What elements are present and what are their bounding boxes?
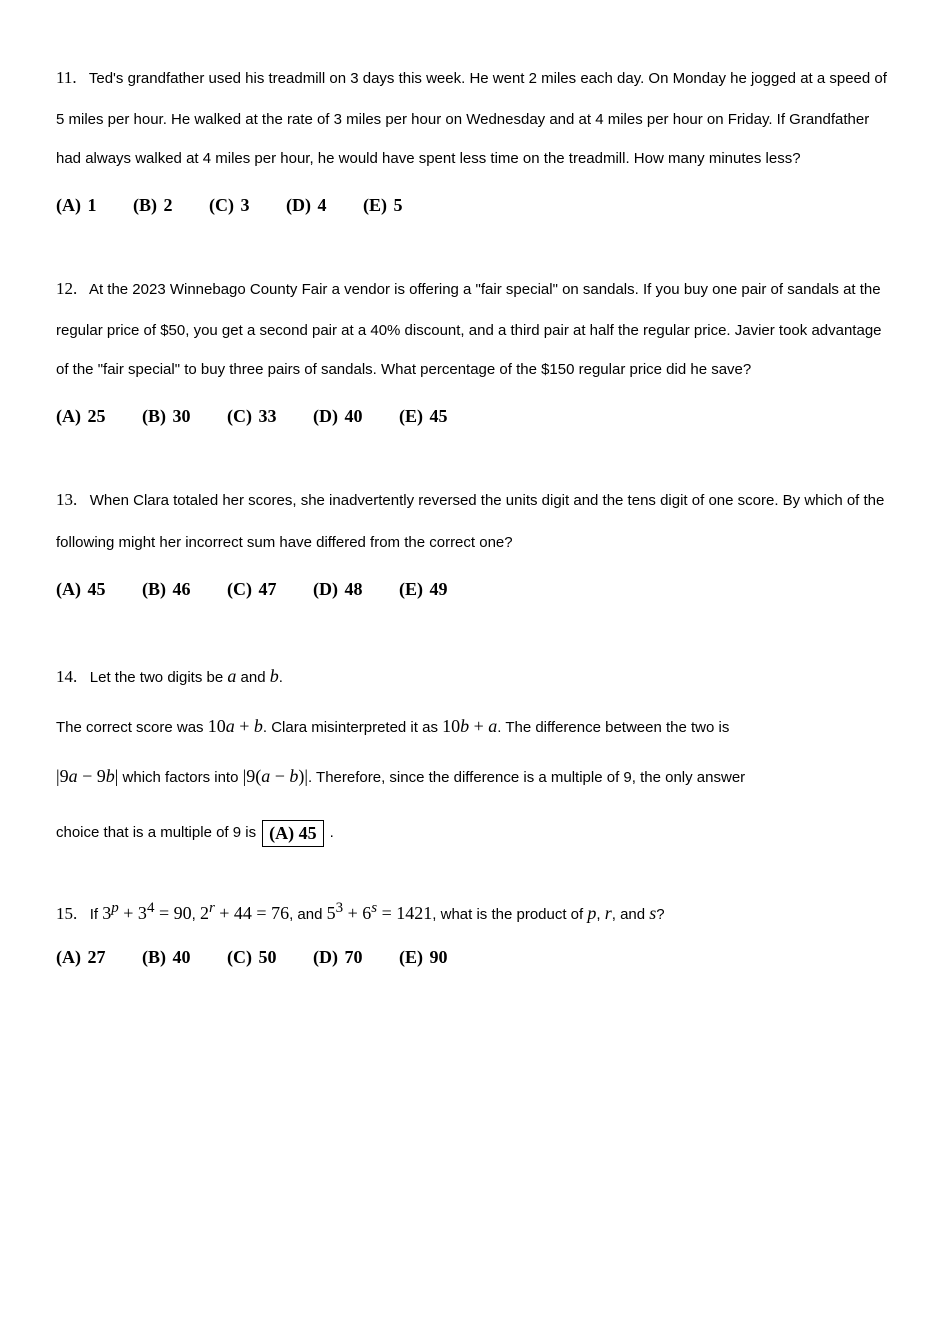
- q14-l2a: The correct score was: [56, 719, 208, 736]
- nbsp: [81, 492, 85, 509]
- question-13-body: 13. When Clara totaled her scores, she i…: [56, 478, 894, 561]
- var-b: b: [270, 666, 279, 686]
- q15-t12: ?: [656, 906, 664, 923]
- q14-l3a: which factors into: [118, 769, 242, 786]
- choice-d: (D) 40: [313, 406, 363, 426]
- q14-l3b: . Therefore, since the difference is a m…: [308, 769, 745, 786]
- choice-c: (C) 3: [209, 195, 250, 215]
- expr-3p: 3p + 34 = 90: [102, 903, 191, 923]
- q14-l4a: choice that is a multiple of 9 is: [56, 822, 256, 845]
- choice-c: (C) 50: [227, 947, 277, 967]
- q14-lead-end: .: [279, 669, 283, 686]
- question-13-text: When Clara totaled her scores, she inadv…: [56, 492, 884, 550]
- nbsp: [81, 281, 85, 298]
- var-a: a: [227, 666, 236, 686]
- expr-2r: 2r + 44 = 76: [200, 903, 289, 923]
- nbsp: [81, 669, 85, 686]
- choice-a: (A) 45: [56, 579, 106, 599]
- question-15: 15. If 3p + 34 = 90, 2r + 44 = 76, and 5…: [56, 895, 894, 971]
- expr-abs-9ab: |9(a − b)|: [243, 766, 308, 786]
- choice-c: (C) 33: [227, 406, 277, 426]
- question-15-choices: (A) 27 (B) 40 (C) 50 (D) 70 (E) 90: [56, 944, 894, 971]
- q14-lead-mid: and: [236, 669, 269, 686]
- expr-abs-9a-9b: |9a − 9b|: [56, 766, 118, 786]
- choice-b: (B) 46: [142, 579, 191, 599]
- choice-d: (D) 70: [313, 947, 363, 967]
- choice-b: (B) 40: [142, 947, 191, 967]
- question-12: 12. At the 2023 Winnebago County Fair a …: [56, 267, 894, 430]
- question-13-choices: (A) 45 (B) 46 (C) 47 (D) 48 (E) 49: [56, 576, 894, 603]
- question-14-line4: choice that is a multiple of 9 is (A) 45…: [56, 820, 894, 848]
- q15-t9: , what is the product of: [432, 906, 587, 923]
- question-11-choices: (A) 1 (B) 2 (C) 3 (D) 4 (E) 5: [56, 192, 894, 219]
- choice-b: (B) 2: [133, 195, 173, 215]
- question-15-number: 15.: [56, 904, 77, 923]
- choice-c: (C) 47: [227, 579, 277, 599]
- choice-b: (B) 30: [142, 406, 191, 426]
- question-14-line3: |9a − 9b| which factors into |9(a − b)|.…: [56, 751, 894, 801]
- question-13: 13. When Clara totaled her scores, she i…: [56, 478, 894, 602]
- question-11-number: 11.: [56, 68, 77, 87]
- q14-l4end: .: [330, 822, 334, 845]
- choice-a: (A) 1: [56, 195, 97, 215]
- expr-53-6s: 53 + 6s = 1421: [327, 903, 433, 923]
- q14-l2c: . The difference between the two is: [497, 719, 729, 736]
- question-13-number: 13.: [56, 490, 77, 509]
- question-12-text: At the 2023 Winnebago County Fair a vend…: [56, 281, 882, 378]
- var-r: r: [605, 903, 612, 923]
- choice-e: (E) 5: [363, 195, 403, 215]
- q14-l2b: . Clara misinterpreted it as: [263, 719, 442, 736]
- question-12-choices: (A) 25 (B) 30 (C) 33 (D) 40 (E) 45: [56, 403, 894, 430]
- choice-e: (E) 49: [399, 579, 448, 599]
- question-14-line1: 14. Let the two digits be a and b.: [56, 651, 894, 701]
- choice-e: (E) 45: [399, 406, 448, 426]
- question-14-number: 14.: [56, 667, 77, 686]
- question-12-body: 12. At the 2023 Winnebago County Fair a …: [56, 267, 894, 389]
- choice-a: (A) 25: [56, 406, 106, 426]
- nbsp: [81, 70, 85, 87]
- question-15-body: 15. If 3p + 34 = 90, 2r + 44 = 76, and 5…: [56, 895, 894, 930]
- q15-t11: , and: [612, 906, 650, 923]
- boxed-answer: (A) 45: [262, 820, 324, 848]
- expr-10a-b: 10a + b: [208, 716, 263, 736]
- question-14: 14. Let the two digits be a and b. The c…: [56, 651, 894, 848]
- q15-t4: ,: [192, 906, 200, 923]
- question-11-body: 11. Ted's grandfather used his treadmill…: [56, 56, 894, 178]
- question-11: 11. Ted's grandfather used his treadmill…: [56, 56, 894, 219]
- choice-a: (A) 27: [56, 947, 106, 967]
- q15-t6: , and: [289, 906, 327, 923]
- q15-t10: ,: [596, 906, 604, 923]
- question-14-line2: The correct score was 10a + b. Clara mis…: [56, 701, 894, 751]
- nbsp: [81, 906, 85, 923]
- q14-lead-text: Let the two digits be: [90, 669, 228, 686]
- choice-d: (D) 48: [313, 579, 363, 599]
- question-12-number: 12.: [56, 279, 77, 298]
- choice-e: (E) 90: [399, 947, 448, 967]
- question-11-text: Ted's grandfather used his treadmill on …: [56, 70, 887, 167]
- q15-t1: If: [90, 906, 103, 923]
- choice-d: (D) 4: [286, 195, 327, 215]
- expr-10b-a: 10b + a: [442, 716, 497, 736]
